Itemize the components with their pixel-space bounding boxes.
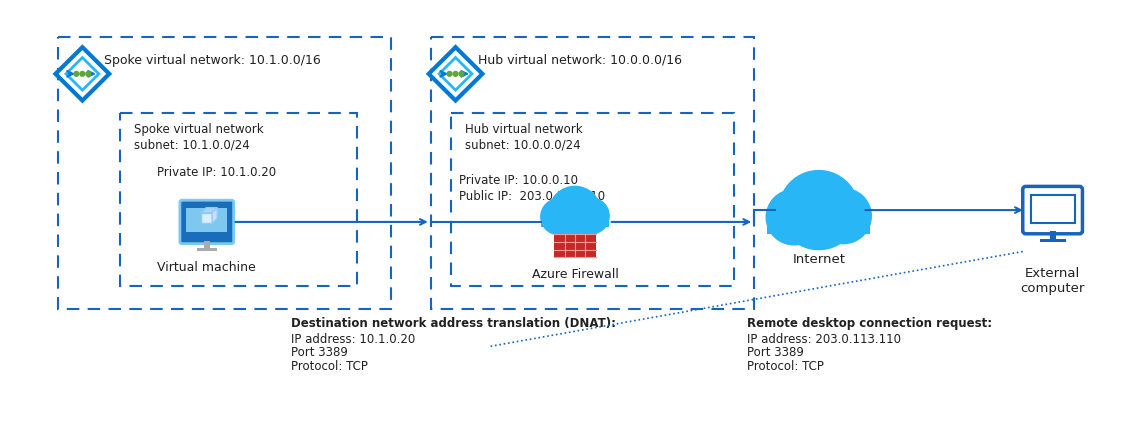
Circle shape <box>74 72 79 76</box>
Text: Internet: Internet <box>792 253 846 266</box>
Text: Private IP: 10.0.0.10: Private IP: 10.0.0.10 <box>458 174 577 187</box>
Bar <box>201 213 212 224</box>
FancyBboxPatch shape <box>1022 186 1082 234</box>
Text: Remote desktop connection request:: Remote desktop connection request: <box>747 317 993 330</box>
Text: IP address: 203.0.113.110: IP address: 203.0.113.110 <box>747 332 901 345</box>
Text: External
computer: External computer <box>1020 267 1084 296</box>
Polygon shape <box>212 207 217 224</box>
Circle shape <box>787 176 833 222</box>
Text: Destination network address translation (DNAT):: Destination network address translation … <box>291 317 616 330</box>
Bar <box>120 113 357 286</box>
Bar <box>197 248 216 250</box>
FancyBboxPatch shape <box>180 200 233 243</box>
Bar <box>541 214 609 227</box>
Text: Protocol: TCP: Protocol: TCP <box>747 360 824 373</box>
Bar <box>204 241 209 249</box>
Text: Azure Firewall: Azure Firewall <box>532 268 618 281</box>
Text: Port 3389: Port 3389 <box>291 346 349 359</box>
Text: Hub virtual network: 10.0.0.0/16: Hub virtual network: 10.0.0.0/16 <box>479 53 683 66</box>
Circle shape <box>86 72 91 76</box>
Text: Public IP:  203.0.113.110: Public IP: 203.0.113.110 <box>458 190 604 203</box>
Circle shape <box>766 190 822 245</box>
Text: Spoke virtual network: 10.1.0.0/16: Spoke virtual network: 10.1.0.0/16 <box>104 53 321 66</box>
Bar <box>187 208 228 232</box>
Text: Port 3389: Port 3389 <box>747 346 804 359</box>
Text: Virtual machine: Virtual machine <box>157 261 256 274</box>
Circle shape <box>460 72 464 76</box>
Circle shape <box>447 72 452 76</box>
Circle shape <box>453 72 458 76</box>
Circle shape <box>779 171 858 250</box>
Circle shape <box>541 199 577 235</box>
Circle shape <box>805 176 850 222</box>
Circle shape <box>80 72 85 76</box>
Text: Hub virtual network
subnet: 10.0.0.0/24: Hub virtual network subnet: 10.0.0.0/24 <box>465 123 583 151</box>
Bar <box>767 212 871 234</box>
Circle shape <box>549 186 601 238</box>
Text: Private IP: 10.1.0.20: Private IP: 10.1.0.20 <box>157 166 276 179</box>
Bar <box>554 234 595 257</box>
Text: Protocol: TCP: Protocol: TCP <box>291 360 368 373</box>
Bar <box>430 37 754 309</box>
Circle shape <box>573 198 609 234</box>
Circle shape <box>555 190 584 220</box>
Circle shape <box>566 190 595 220</box>
Text: IP address: 10.1.0.20: IP address: 10.1.0.20 <box>291 332 415 345</box>
Bar <box>1049 231 1055 240</box>
Polygon shape <box>201 207 217 213</box>
Text: Spoke virtual network
subnet: 10.1.0.0/24: Spoke virtual network subnet: 10.1.0.0/2… <box>134 123 264 151</box>
Bar <box>1039 239 1065 242</box>
Bar <box>451 113 735 286</box>
Bar <box>1030 195 1074 223</box>
Bar <box>58 37 391 309</box>
Circle shape <box>815 188 872 243</box>
